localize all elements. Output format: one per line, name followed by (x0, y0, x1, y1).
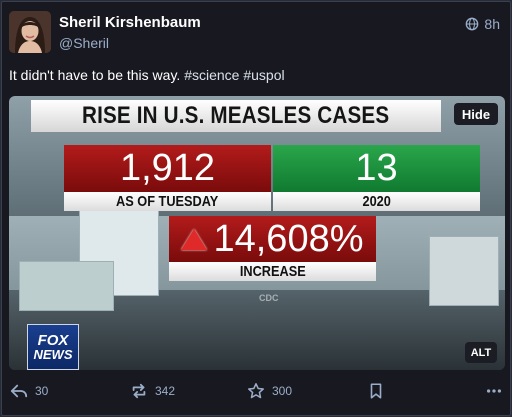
stat-left-value: 1,912 (64, 145, 271, 192)
hashtag-uspol[interactable]: #uspol (243, 67, 285, 83)
stat-increase-label: INCREASE (169, 262, 376, 281)
stat-increase-value: 14,608% (213, 217, 364, 260)
person-avatar-icon (9, 11, 51, 53)
stat-right-value: 13 (273, 145, 480, 192)
stat-increase-value-row: 14,608% (169, 216, 376, 262)
favourite-button[interactable]: 300 (247, 382, 292, 400)
cdc-watermark: CDC (259, 293, 279, 303)
reply-button[interactable]: 30 (10, 382, 48, 400)
author-display-name[interactable]: Sheril Kirshenbaum (59, 14, 201, 31)
bookmark-icon (370, 383, 382, 399)
stat-right-label: 2020 (273, 192, 480, 211)
fox-news-logo: FOX NEWS (27, 324, 79, 370)
media-attachment[interactable]: RISE IN U.S. MEASLES CASES 1,912 AS OF T… (9, 96, 505, 370)
hashtag-science[interactable]: #science (184, 67, 240, 83)
stat-left-box: 1,912 AS OF TUESDAY (64, 145, 271, 211)
star-icon (248, 383, 264, 399)
reply-icon (10, 384, 28, 398)
time-label: 8h (484, 16, 500, 32)
hide-media-button[interactable]: Hide (454, 103, 498, 125)
globe-icon (465, 17, 479, 31)
background-bed (19, 261, 114, 311)
boost-button[interactable]: 342 (130, 382, 175, 400)
more-icon (486, 389, 502, 393)
boost-count: 342 (155, 384, 176, 398)
favourite-count: 300 (272, 384, 293, 398)
up-triangle-icon (181, 228, 208, 250)
alt-text-button[interactable]: ALT (465, 342, 497, 363)
bookmark-button[interactable] (367, 382, 385, 400)
author-handle[interactable]: @Sheril (59, 35, 110, 51)
stat-left-label: AS OF TUESDAY (64, 192, 271, 211)
status-timestamp[interactable]: 8h (465, 16, 500, 32)
headline-banner: RISE IN U.S. MEASLES CASES (31, 100, 441, 132)
boost-icon (132, 383, 146, 399)
stat-right-box: 13 2020 (273, 145, 480, 211)
headline-text: RISE IN U.S. MEASLES CASES (82, 102, 390, 129)
status-content: It didn't have to be this way. #science … (9, 67, 285, 83)
stat-increase-box: 14,608% INCREASE (169, 216, 376, 281)
reply-count: 30 (35, 384, 49, 398)
more-button[interactable] (485, 382, 503, 400)
action-bar: 30 342 300 (2, 382, 510, 408)
status-text: It didn't have to be this way. (9, 67, 181, 83)
author-avatar[interactable] (9, 11, 51, 53)
background-cabinet (429, 236, 499, 306)
